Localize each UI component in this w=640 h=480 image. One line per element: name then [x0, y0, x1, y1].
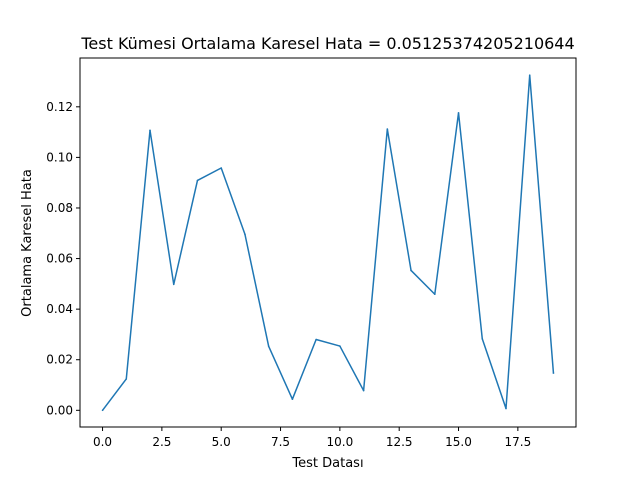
data-point: [505, 407, 507, 410]
data-point: [481, 337, 484, 340]
data-point: [149, 129, 151, 132]
x-tick-label: 12.5: [386, 435, 413, 449]
data-point: [244, 233, 246, 236]
data-point: [267, 345, 270, 348]
y-tick-label: 0.06: [46, 252, 73, 266]
chart-title: Test Kümesi Ortalama Karesel Hata = 0.05…: [80, 34, 574, 53]
series-line-0: [101, 74, 555, 411]
y-tick-label: 0.02: [46, 353, 73, 367]
data-point: [457, 112, 460, 114]
data-point: [528, 74, 531, 76]
data-point: [125, 378, 128, 380]
y-tick-label: 0.00: [46, 403, 73, 417]
plot-frame: [79, 57, 577, 428]
x-axis-ticks: 0.0 2.5 5.0 7.5 10.0 12.5 15.0 17.5: [93, 427, 531, 449]
x-axis-label: Test Datası: [291, 456, 363, 471]
x-tick-label: 17.5: [504, 435, 531, 449]
x-tick-label: 15.0: [445, 435, 472, 449]
y-tick-label: 0.12: [46, 100, 73, 114]
data-point: [291, 398, 294, 400]
x-tick-label: 2.5: [152, 435, 171, 449]
y-tick-label: 0.08: [46, 201, 73, 215]
data-point: [433, 293, 436, 296]
data-point: [552, 372, 555, 374]
data-point: [172, 283, 175, 286]
data-point: [315, 338, 317, 341]
data-point: [196, 179, 199, 182]
y-axis-ticks: 0.00 0.02 0.04 0.06 0.08 0.10 0.12: [46, 100, 80, 417]
x-tick-label: 0.0: [93, 435, 112, 449]
plot-area: [101, 74, 555, 412]
x-tick-label: 7.5: [271, 435, 290, 449]
x-tick-label: 10.0: [327, 435, 354, 449]
y-tick-label: 0.04: [46, 302, 73, 316]
data-point: [362, 389, 365, 392]
y-tick-label: 0.10: [46, 150, 73, 164]
data-point: [101, 409, 104, 412]
data-point: [339, 345, 341, 347]
x-tick-label: 5.0: [212, 435, 231, 449]
data-point: [410, 269, 412, 272]
y-axis-label: Ortalama Karesel Hata: [20, 169, 35, 317]
data-point: [386, 128, 389, 130]
data-point: [220, 167, 223, 169]
